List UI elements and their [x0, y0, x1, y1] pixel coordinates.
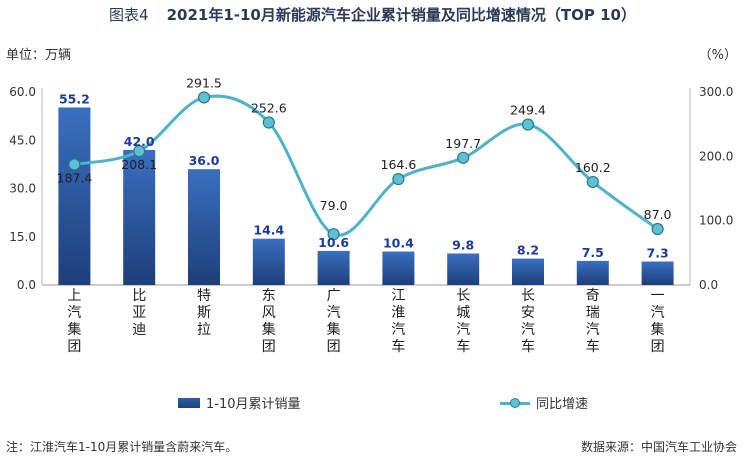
bar [641, 261, 674, 285]
right-tick-label: 100.0 [699, 214, 733, 228]
bar-value-label: 8.2 [517, 243, 539, 258]
line-value-label: 160.2 [575, 160, 611, 175]
right-tick-label: 300.0 [699, 85, 733, 99]
title-text: 2021年1-10月新能源汽车企业累计销量及同比增速情况（TOP 10） [166, 6, 636, 24]
x-tick-label: 长城汽车 [456, 288, 470, 355]
left-tick-label: 0.0 [17, 278, 36, 292]
x-tick-label: 奇瑞汽车 [586, 287, 600, 355]
right-tick-label: 0.0 [699, 278, 718, 292]
bar-value-label: 14.4 [253, 223, 284, 238]
left-tick-label: 60.0 [9, 85, 36, 99]
bar-value-label: 10.6 [318, 235, 349, 250]
x-tick-label: 特斯拉 [197, 288, 211, 338]
line-marker [197, 91, 211, 104]
x-tick-label: 一汽集团 [651, 288, 665, 355]
right-tick-label: 200.0 [699, 149, 733, 163]
data-source: 数据来源：中国汽车工业协会 [580, 440, 737, 454]
legend-line-swatch [500, 397, 530, 409]
line-value-label: 164.6 [381, 157, 417, 172]
left-tick-label: 45.0 [9, 133, 36, 147]
bar [58, 107, 91, 285]
line-marker [327, 228, 340, 241]
line-marker [586, 175, 599, 189]
bar [447, 253, 480, 285]
line-value-label: 187.4 [57, 170, 93, 185]
x-tick-label: 东风集团 [262, 288, 276, 355]
footnote: 注：江淮汽车1-10月累计销量含蔚来汽车。 [6, 440, 238, 454]
left-tick-label: 30.0 [9, 182, 36, 196]
bar [382, 251, 415, 285]
bar-value-label: 9.8 [452, 237, 474, 252]
bar-value-label: 10.4 [383, 236, 414, 251]
legend-bar-item: 1-10月累计销量 [178, 393, 301, 412]
line-marker [457, 151, 470, 164]
bar [188, 169, 220, 285]
bar [512, 258, 544, 285]
left-tick-label: 15.0 [9, 230, 36, 244]
bar-value-label: 7.3 [647, 246, 669, 261]
line-value-label: 79.0 [320, 198, 348, 213]
line-marker [133, 145, 146, 158]
bar [317, 250, 350, 285]
growth-line [74, 94, 659, 237]
left-unit-label: 单位：万辆 [6, 48, 72, 63]
bar-value-label: 42.0 [124, 134, 155, 149]
line-marker [521, 118, 535, 131]
bar [576, 260, 609, 285]
line-value-label: 291.5 [186, 75, 222, 90]
chart-title: 图表4 2021年1-10月新能源汽车企业累计销量及同比增速情况（TOP 10） [0, 4, 745, 25]
bar [123, 149, 156, 285]
line-marker [262, 116, 275, 129]
right-unit-label: （%） [698, 48, 737, 63]
legend-bar-label: 1-10月累计销量 [206, 397, 301, 412]
x-tick-label: 长安汽车 [521, 288, 535, 355]
line-marker [651, 222, 664, 236]
line-value-label: 208.1 [121, 157, 157, 172]
legend-line-item: 同比增速 [500, 393, 588, 412]
bar-value-label: 55.2 [59, 91, 90, 106]
x-tick-label: 上汽集团 [67, 288, 81, 355]
x-tick-label: 江淮汽车 [391, 288, 405, 355]
line-value-label: 197.7 [445, 136, 481, 151]
bar-value-label: 7.5 [582, 245, 604, 260]
line-value-label: 249.4 [510, 103, 546, 118]
x-tick-label: 比亚迪 [132, 288, 146, 338]
x-tick-label: 广汽集团 [327, 288, 341, 355]
line-marker [392, 173, 405, 186]
figure-label: 图表4 [109, 6, 149, 24]
line-marker [68, 158, 81, 171]
line-value-label: 252.6 [251, 100, 287, 115]
bar [252, 238, 285, 285]
bar-value-label: 36.0 [189, 153, 220, 168]
legend-bar-swatch [178, 397, 200, 408]
line-value-label: 87.0 [644, 207, 672, 222]
legend-line-label: 同比增速 [536, 397, 589, 412]
